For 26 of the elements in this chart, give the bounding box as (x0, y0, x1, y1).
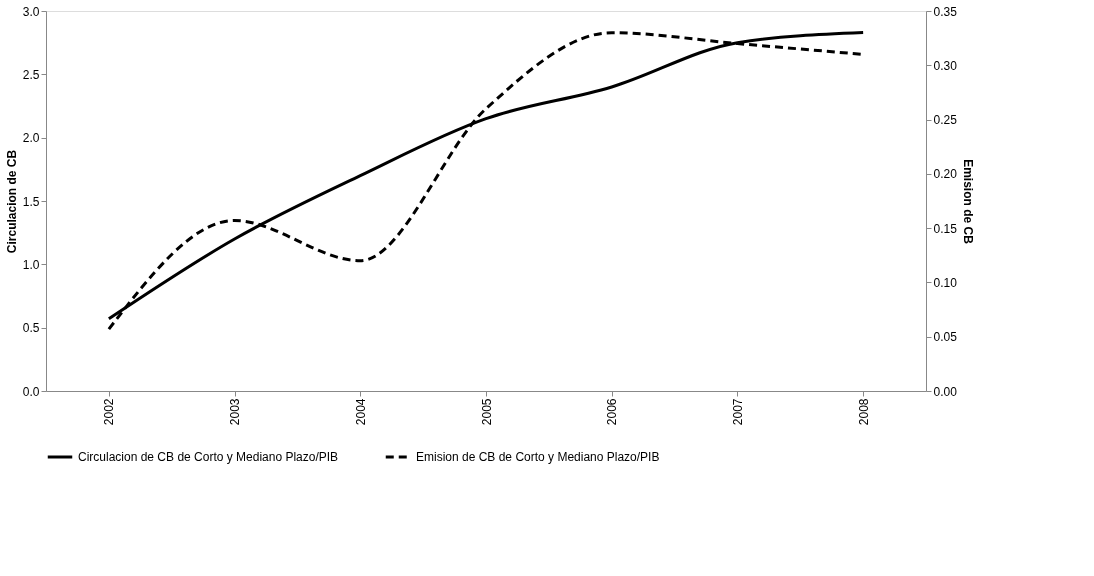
x-tick-label: 2008 (856, 398, 871, 426)
x-tick-label: 2004 (353, 398, 368, 426)
y2-tick-label: 0.25 (933, 113, 958, 128)
x-tick-label: 2006 (605, 398, 620, 426)
y-tick-label: 2.5 (22, 67, 40, 82)
y-tick-label: 1.5 (22, 194, 40, 209)
x-tick-label: 2003 (228, 398, 243, 426)
legend-label: Emision de CB de Corto y Mediano Plazo/PIB (416, 450, 660, 464)
y-tick-label: 1.0 (22, 257, 40, 272)
y2-tick-label: 0.20 (933, 167, 958, 182)
y-axis-title: Circulacion de CB (4, 149, 19, 254)
legend-label: Circulacion de CB de Corto y Mediano Plazo/PIB (78, 450, 339, 464)
y2-tick-label: 0.15 (933, 221, 958, 236)
x-tick-label: 2005 (479, 398, 494, 426)
y2-tick-label: 0.30 (933, 58, 958, 73)
y2-tick-label: 0.00 (933, 384, 958, 399)
x-tick-label: 2002 (102, 398, 117, 426)
y-tick-label: 0.5 (22, 321, 40, 336)
y2-tick-label: 0.35 (933, 4, 958, 19)
y2-tick-label: 0.10 (933, 275, 958, 290)
y-tick-label: 2.0 (22, 131, 40, 146)
y2-axis-title: Emision de CB (960, 159, 975, 245)
y-tick-label: 0.0 (22, 384, 40, 399)
y2-tick-label: 0.05 (933, 330, 958, 345)
x-tick-label: 2007 (730, 398, 745, 426)
y-tick-label: 3.0 (22, 4, 40, 19)
